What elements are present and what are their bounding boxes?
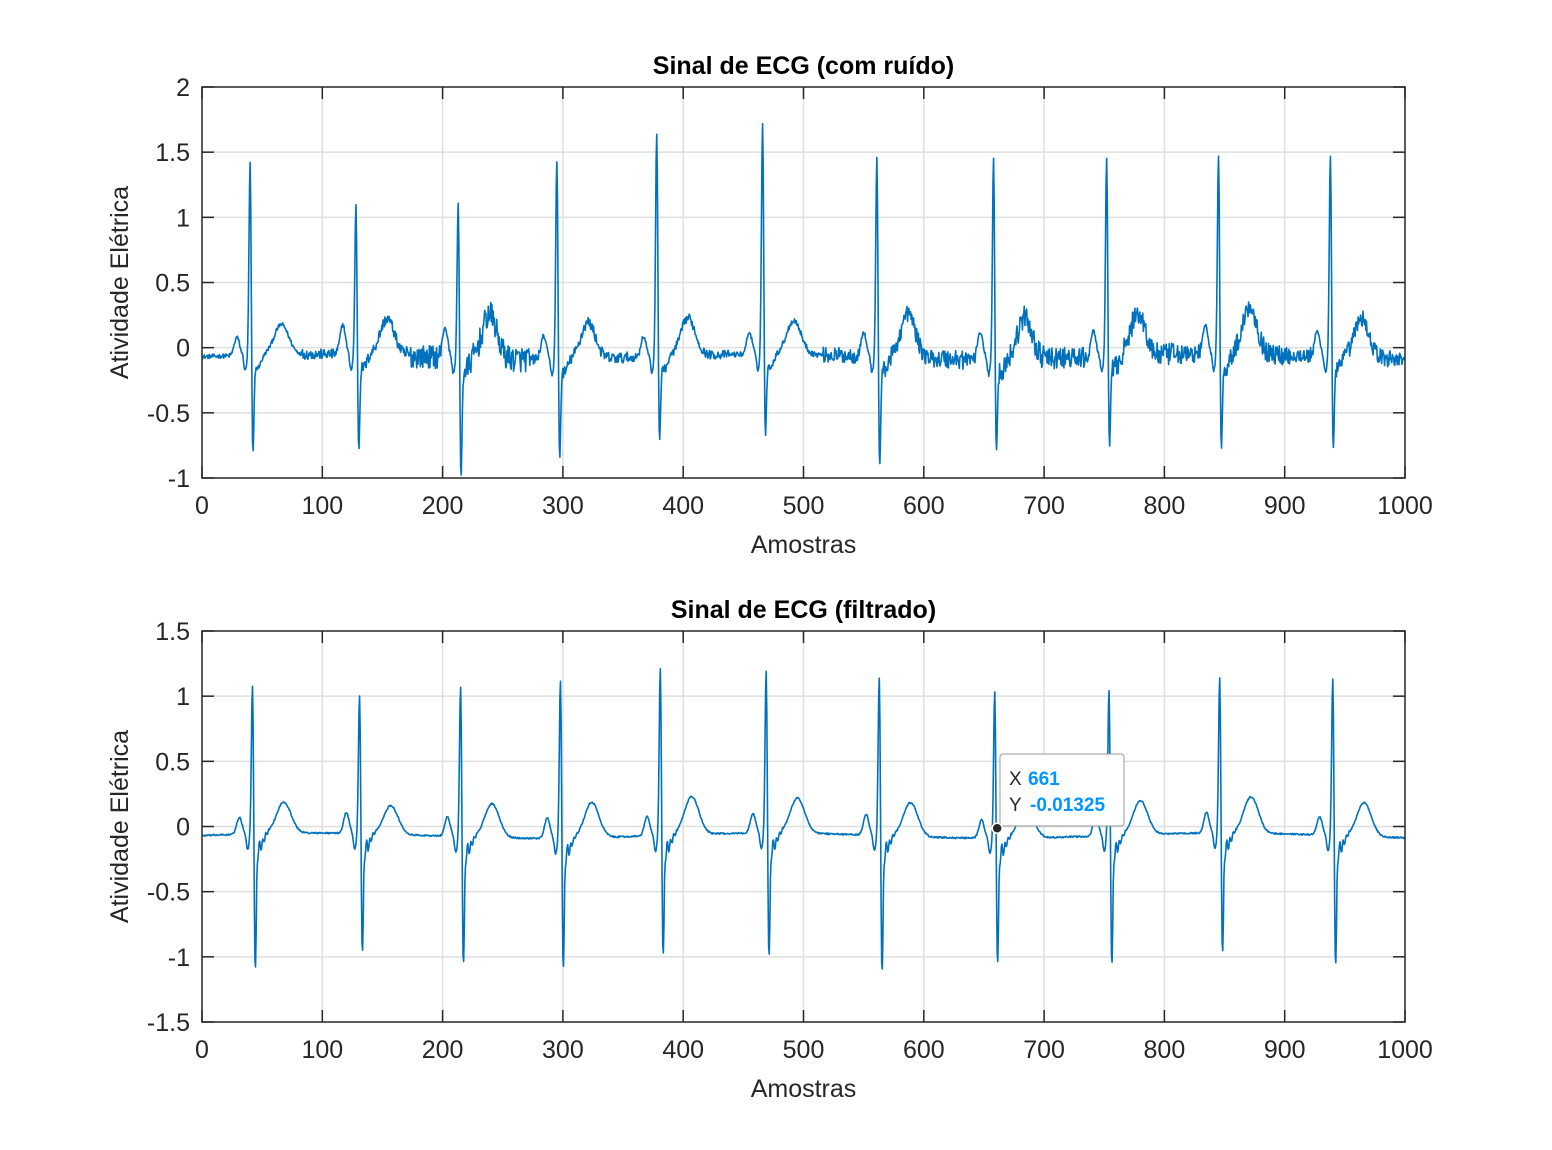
x-tick-labels: 0 100 200 300 400 500 600 700 800 900 1000 xyxy=(195,1036,1433,1064)
x-tick-label: 1000 xyxy=(1377,492,1433,520)
y-tick-label: 1 xyxy=(176,204,190,232)
tick-marks xyxy=(201,630,1406,1023)
data-tip-y-value: -0.01325 xyxy=(1030,795,1105,816)
data-tip-x-key: X xyxy=(1009,769,1022,790)
x-tick-labels: 0 100 200 300 400 500 600 700 800 900 1000 xyxy=(195,492,1433,520)
tick-marks xyxy=(201,86,1406,479)
noisy-ecg-axes[interactable]: 0 100 200 300 400 500 600 700 800 900 1000 -1 -0.5 0… xyxy=(106,52,1433,559)
y-tick-label: 1.5 xyxy=(155,139,190,167)
y-tick-label: -0.5 xyxy=(147,879,190,907)
x-tick-label: 800 xyxy=(1144,1036,1186,1064)
x-tick-label: 100 xyxy=(301,492,343,520)
y-tick-label: 0.5 xyxy=(155,748,190,776)
y-tick-label: -1 xyxy=(168,944,190,972)
x-tick-label: 600 xyxy=(903,492,945,520)
x-tick-label: 400 xyxy=(662,1036,704,1064)
chart-title: Sinal de ECG (filtrado) xyxy=(671,596,936,624)
x-tick-label: 500 xyxy=(783,492,825,520)
y-tick-label: -1 xyxy=(168,465,190,493)
data-tip-box xyxy=(999,753,1125,827)
filtered-ecg-axes[interactable]: 0 100 200 300 400 500 600 700 800 900 1000 -1.5-1-… xyxy=(106,596,1433,1103)
x-tick-label: 300 xyxy=(542,1036,584,1064)
filtered-ecg-series-line xyxy=(201,667,1406,970)
noisy-ecg-series-line xyxy=(201,122,1406,476)
data-tip-marker[interactable] xyxy=(991,822,1003,834)
y-tick-labels: -1.5 -1 -0.5 0 0.5 1 1.5 xyxy=(147,618,190,1037)
x-tick-label: 900 xyxy=(1264,492,1306,520)
x-tick-label: 300 xyxy=(542,492,584,520)
x-tick-label: 200 xyxy=(422,1036,464,1064)
data-tip-y-key: Y xyxy=(1009,795,1022,816)
y-axis-label: Atividade Elétrica xyxy=(106,730,134,923)
y-tick-label: 1 xyxy=(176,683,190,711)
data-tip[interactable]: X 661 Y -0.01325 xyxy=(991,753,1125,834)
x-axis-label: Amostras xyxy=(751,1075,857,1103)
y-tick-labels: -1 -0.5 0 0.5 1 1.5 2 xyxy=(147,74,190,493)
x-tick-label: 0 xyxy=(195,492,209,520)
y-tick-label: 2 xyxy=(176,74,190,102)
x-tick-label: 1000 xyxy=(1377,1036,1433,1064)
x-tick-label: 700 xyxy=(1023,492,1065,520)
x-tick-label: 900 xyxy=(1264,1036,1306,1064)
y-axis-label: Atividade Elétrica xyxy=(106,186,134,379)
y-tick-label: 0 xyxy=(176,335,190,363)
y-tick-label: 1.5 xyxy=(155,618,190,646)
x-tick-label: 600 xyxy=(903,1036,945,1064)
x-tick-label: 200 xyxy=(422,492,464,520)
x-tick-label: 500 xyxy=(783,1036,825,1064)
chart-title: Sinal de ECG (com ruído) xyxy=(653,52,954,80)
x-tick-label: 800 xyxy=(1144,492,1186,520)
x-tick-label: 0 xyxy=(195,1036,209,1064)
y-tick-label: 0 xyxy=(176,814,190,842)
data-tip-x-value: 661 xyxy=(1028,769,1060,790)
x-tick-label: 700 xyxy=(1023,1036,1065,1064)
y-tick-label: 0.5 xyxy=(155,270,190,298)
y-tick-label: -0.5 xyxy=(147,400,190,428)
x-tick-label: 400 xyxy=(662,492,704,520)
x-tick-label: 100 xyxy=(301,1036,343,1064)
x-axis-label: Amostras xyxy=(751,531,857,559)
y-tick-label: -1.5 xyxy=(147,1009,190,1037)
